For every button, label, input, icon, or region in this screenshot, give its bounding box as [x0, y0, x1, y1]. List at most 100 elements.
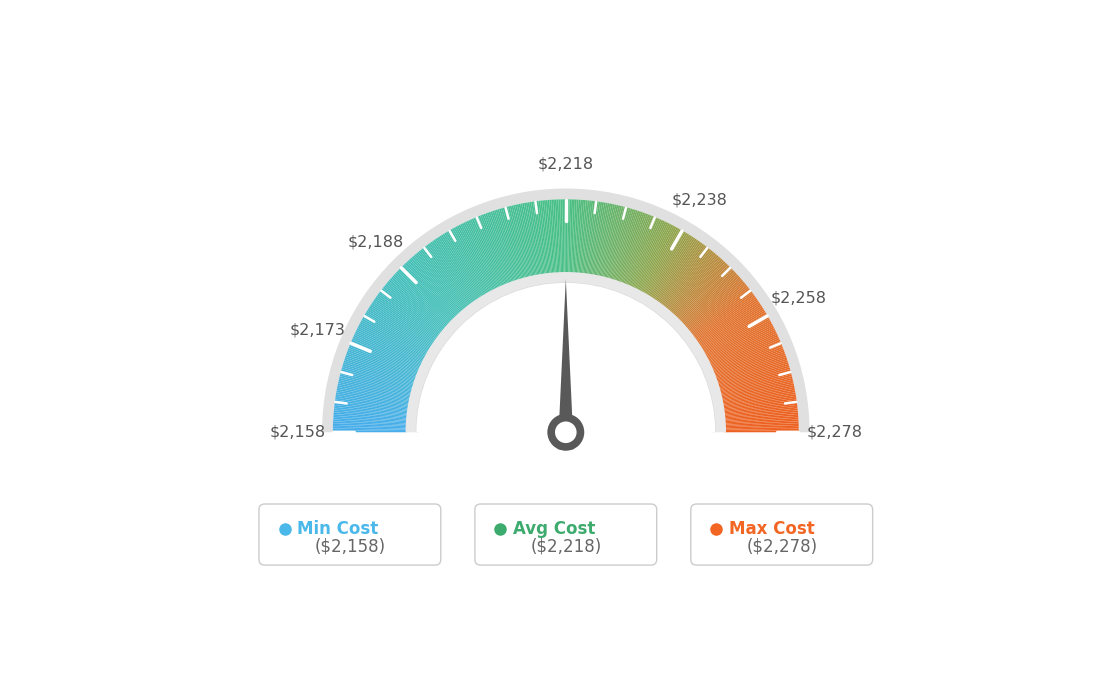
Wedge shape	[333, 408, 407, 417]
Wedge shape	[367, 310, 431, 351]
Wedge shape	[700, 308, 764, 348]
Wedge shape	[660, 245, 705, 305]
Wedge shape	[721, 380, 793, 397]
Wedge shape	[694, 295, 755, 339]
Wedge shape	[681, 271, 735, 324]
Wedge shape	[597, 204, 613, 277]
Wedge shape	[633, 221, 665, 288]
Wedge shape	[431, 241, 475, 303]
Wedge shape	[474, 218, 503, 286]
Wedge shape	[673, 262, 725, 316]
Wedge shape	[364, 314, 428, 353]
Wedge shape	[704, 317, 769, 355]
Wedge shape	[505, 207, 526, 279]
Wedge shape	[467, 221, 499, 288]
Wedge shape	[721, 382, 794, 399]
Wedge shape	[511, 206, 530, 277]
Wedge shape	[598, 204, 615, 277]
Wedge shape	[576, 199, 582, 273]
Wedge shape	[348, 348, 417, 376]
Wedge shape	[564, 199, 565, 273]
Wedge shape	[586, 201, 597, 275]
Wedge shape	[722, 385, 794, 401]
Wedge shape	[531, 201, 543, 275]
Wedge shape	[705, 322, 772, 358]
Wedge shape	[655, 239, 697, 301]
Wedge shape	[339, 376, 412, 395]
Wedge shape	[402, 265, 455, 319]
Wedge shape	[587, 201, 598, 275]
Wedge shape	[620, 214, 648, 284]
Wedge shape	[581, 200, 590, 274]
Wedge shape	[544, 200, 552, 274]
Wedge shape	[725, 431, 799, 432]
Wedge shape	[615, 210, 639, 282]
Wedge shape	[528, 202, 541, 275]
Wedge shape	[548, 200, 554, 274]
Wedge shape	[634, 221, 667, 289]
Wedge shape	[333, 422, 407, 426]
Wedge shape	[571, 199, 575, 273]
Wedge shape	[630, 219, 661, 287]
Wedge shape	[710, 335, 778, 367]
Wedge shape	[487, 213, 513, 283]
Wedge shape	[705, 320, 771, 357]
Wedge shape	[666, 250, 713, 309]
Wedge shape	[439, 235, 480, 299]
Wedge shape	[468, 220, 500, 288]
Wedge shape	[723, 396, 796, 408]
Wedge shape	[678, 266, 731, 319]
Wedge shape	[720, 373, 792, 393]
Wedge shape	[342, 366, 413, 388]
Wedge shape	[631, 220, 664, 288]
Wedge shape	[650, 235, 691, 298]
Wedge shape	[369, 306, 432, 347]
Wedge shape	[542, 200, 551, 274]
Wedge shape	[404, 264, 456, 318]
Wedge shape	[701, 309, 764, 349]
Wedge shape	[561, 199, 563, 273]
Wedge shape	[357, 328, 424, 362]
Wedge shape	[338, 385, 410, 401]
Wedge shape	[654, 237, 696, 300]
Wedge shape	[333, 411, 407, 419]
Wedge shape	[718, 362, 788, 386]
Wedge shape	[499, 208, 521, 280]
Wedge shape	[652, 237, 693, 299]
Wedge shape	[333, 417, 407, 424]
Wedge shape	[362, 318, 427, 355]
Wedge shape	[602, 206, 620, 277]
Wedge shape	[407, 260, 459, 315]
Wedge shape	[713, 346, 783, 375]
Wedge shape	[447, 231, 486, 295]
Circle shape	[555, 422, 576, 443]
Wedge shape	[348, 350, 417, 377]
Wedge shape	[539, 201, 549, 274]
Wedge shape	[693, 294, 754, 339]
Wedge shape	[559, 199, 562, 273]
Wedge shape	[335, 406, 407, 416]
Wedge shape	[601, 205, 618, 277]
Wedge shape	[526, 202, 540, 275]
Wedge shape	[379, 293, 438, 337]
Wedge shape	[629, 219, 660, 287]
Wedge shape	[613, 210, 636, 281]
Wedge shape	[679, 269, 733, 322]
Wedge shape	[724, 420, 798, 425]
Wedge shape	[716, 359, 787, 383]
Text: $2,258: $2,258	[771, 290, 826, 306]
Wedge shape	[449, 230, 487, 295]
Wedge shape	[346, 353, 416, 380]
Wedge shape	[665, 249, 711, 308]
Wedge shape	[475, 217, 505, 286]
Wedge shape	[683, 275, 740, 326]
Wedge shape	[412, 256, 461, 313]
Wedge shape	[344, 357, 415, 382]
Wedge shape	[639, 226, 675, 292]
Wedge shape	[397, 270, 452, 322]
Wedge shape	[391, 277, 447, 327]
Wedge shape	[522, 203, 538, 276]
Wedge shape	[461, 223, 496, 290]
Wedge shape	[444, 233, 484, 297]
Wedge shape	[618, 213, 645, 283]
